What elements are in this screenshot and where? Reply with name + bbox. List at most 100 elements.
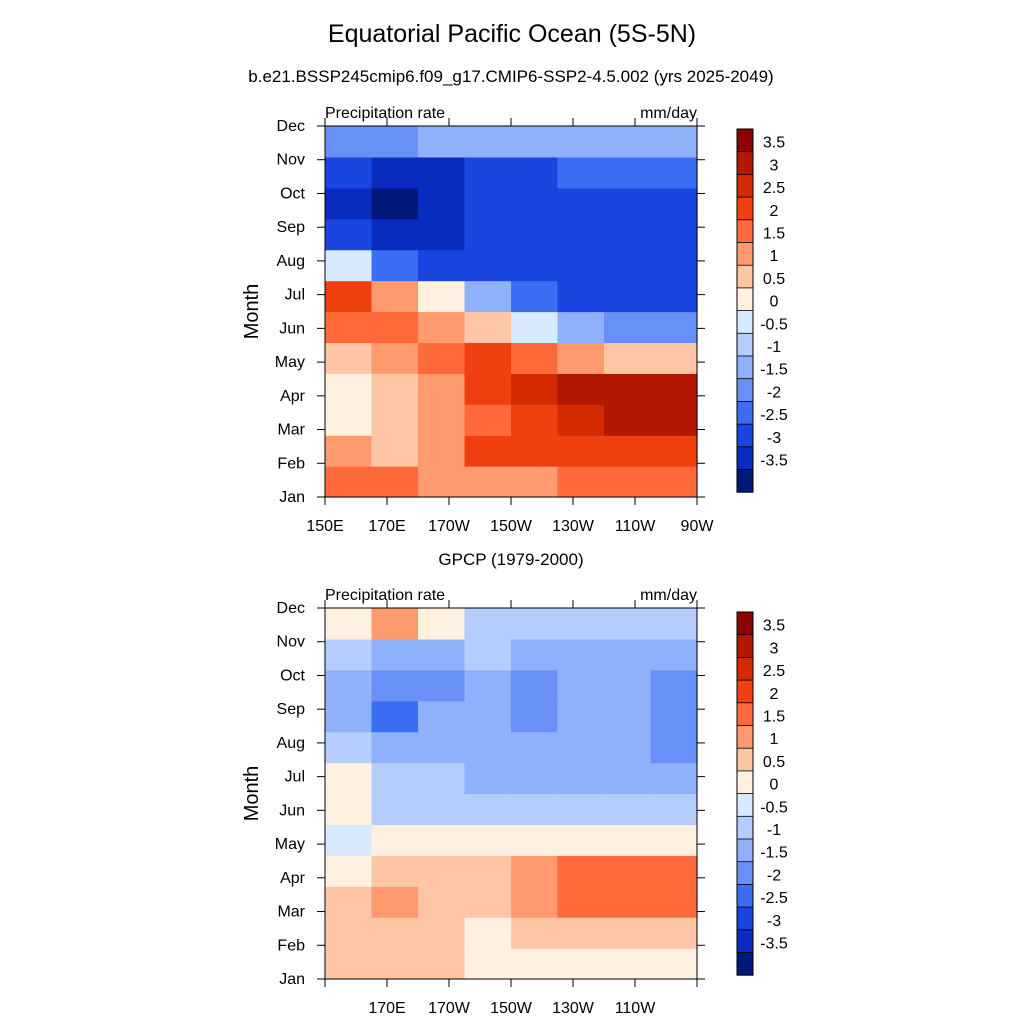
colorbar-label: -3 — [767, 913, 781, 930]
heatmap-cell — [464, 855, 512, 887]
colorbar-swatch — [737, 770, 753, 794]
heatmap-cell — [557, 638, 605, 671]
heatmap-cell — [371, 886, 419, 918]
x-tick-label: 150E — [306, 518, 343, 535]
heatmap-cell — [325, 187, 373, 220]
heatmap-cell — [464, 824, 512, 856]
colorbar-swatch — [737, 446, 753, 470]
x-tick-label: 170W — [428, 1000, 471, 1017]
colorbar-label: -2.5 — [760, 407, 788, 424]
heatmap-cell — [511, 156, 559, 189]
colorbar-swatch — [737, 793, 753, 817]
heatmap-cell — [604, 731, 652, 764]
heatmap-cell — [604, 886, 652, 918]
heatmap-cell — [650, 608, 698, 640]
y-tick-label: Mar — [277, 422, 305, 439]
colorbar-label: 0 — [770, 294, 779, 311]
heatmap-cell — [418, 435, 466, 467]
heatmap-cell — [650, 793, 698, 826]
heatmap-cell — [464, 886, 512, 918]
y-tick-label: Feb — [277, 937, 305, 954]
heatmap-cell — [511, 638, 559, 671]
panel-2: GPCP (1979-2000) Precipitation rate mm/day… — [241, 550, 788, 1017]
heatmap-cell — [325, 948, 373, 980]
heatmap-cell — [371, 638, 419, 671]
heatmap-cell — [464, 249, 512, 282]
colorbar-label: 0 — [770, 777, 779, 794]
colorbar-swatch — [737, 469, 753, 493]
y-tick-label: Oct — [280, 185, 305, 202]
heatmap-cell — [604, 249, 652, 282]
heatmap-cell — [604, 855, 652, 887]
heatmap-cell — [371, 342, 419, 374]
heatmap-cell — [325, 762, 373, 795]
heatmap-cell — [557, 435, 605, 467]
heatmap-cell — [604, 404, 652, 436]
colorbar-label: 0.5 — [763, 271, 785, 288]
heatmap-cell — [371, 187, 419, 220]
heatmap-cell — [464, 731, 512, 764]
heatmap-cell — [464, 156, 512, 189]
units-label: mm/day — [640, 587, 697, 604]
y-tick-label: May — [275, 836, 305, 853]
heatmap-cell — [325, 373, 373, 405]
heatmap-cell — [557, 342, 605, 374]
heatmap-cell — [325, 669, 373, 702]
heatmap-cell — [557, 249, 605, 282]
heatmap-cell — [464, 608, 512, 640]
heatmap-cell — [418, 156, 466, 189]
heatmap-cell — [464, 466, 512, 498]
heatmap-cell — [418, 762, 466, 795]
colorbar-label: 1.5 — [763, 709, 785, 726]
colorbar-swatch — [737, 265, 753, 289]
x-tick-label: 90W — [681, 518, 715, 535]
heatmap-cell — [511, 608, 559, 640]
x-tick-label: 170W — [428, 518, 471, 535]
heatmap-cell — [325, 249, 373, 282]
precip-label: Precipitation rate — [325, 587, 445, 604]
heatmap-cell — [650, 311, 698, 344]
heatmap-cell — [464, 793, 512, 826]
heatmap-cell — [650, 280, 698, 313]
heatmap-cell — [604, 762, 652, 795]
heatmap-cell — [650, 762, 698, 795]
heatmap-cell — [418, 855, 466, 887]
y-tick-label: Nov — [277, 634, 305, 651]
heatmap-cell — [511, 373, 559, 405]
y-tick-label: Jul — [285, 287, 305, 304]
heatmap-cell — [604, 218, 652, 251]
heatmap-cell — [604, 373, 652, 405]
colorbar-swatch — [737, 333, 753, 357]
heatmap-cell — [418, 731, 466, 764]
heatmap-cell — [371, 249, 419, 282]
heatmap-cell — [371, 700, 419, 733]
y-tick-label: Dec — [277, 118, 305, 135]
heatmap-cell — [604, 311, 652, 344]
heatmap-cell — [650, 342, 698, 374]
x-tick-label: 130W — [552, 1000, 595, 1017]
colorbar-label: 2.5 — [763, 663, 785, 680]
heatmap-cell — [511, 249, 559, 282]
heatmap-cell — [464, 669, 512, 702]
heatmap-cell — [557, 700, 605, 733]
heatmap-cell — [557, 404, 605, 436]
heatmap-cell — [325, 404, 373, 436]
heatmap-cell — [511, 126, 559, 158]
heatmap-cell — [371, 156, 419, 189]
colorbar-swatch — [737, 310, 753, 334]
colorbar-label: -1.5 — [760, 362, 788, 379]
heatmap-cell — [418, 608, 466, 640]
heatmap-cell — [371, 917, 419, 949]
heatmap-cell — [511, 404, 559, 436]
heatmap-cell — [511, 280, 559, 313]
heatmap-cell — [511, 342, 559, 374]
colorbar-swatch — [737, 907, 753, 931]
heatmap-cells — [325, 608, 698, 980]
heatmap-cell — [371, 373, 419, 405]
y-tick-label: Aug — [277, 735, 305, 752]
heatmap-cell — [557, 280, 605, 313]
colorbar-swatch — [737, 174, 753, 198]
heatmap-cell — [325, 855, 373, 887]
heatmap-cell — [464, 280, 512, 313]
